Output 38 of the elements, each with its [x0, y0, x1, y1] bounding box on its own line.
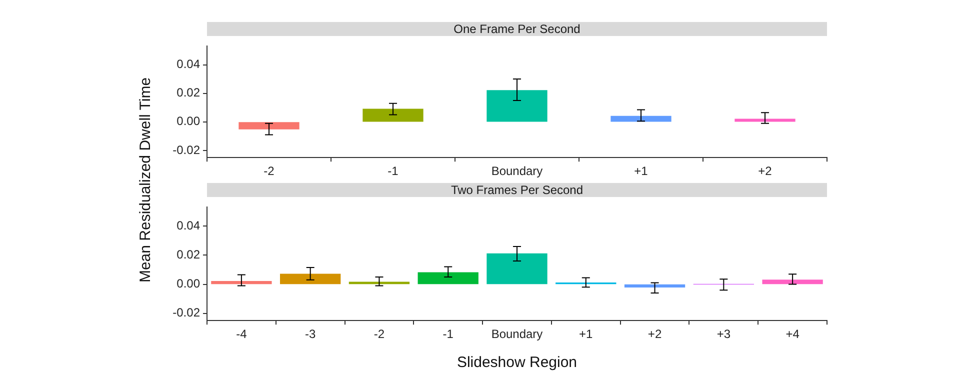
bar: [734, 118, 796, 122]
y-tick-label: 0.02: [176, 86, 200, 100]
x-tick-label: -2: [264, 164, 275, 178]
x-tick-label: +3: [716, 327, 731, 342]
y-tick-label: 0.02: [176, 247, 200, 262]
bar: [610, 116, 672, 122]
bar: [211, 281, 272, 284]
y-tick-label: -0.02: [172, 142, 200, 157]
x-tick-label: +2: [648, 327, 662, 342]
bar: [348, 282, 410, 284]
x-tick-label: -1: [388, 164, 399, 178]
y-tick-label: 0.04: [176, 218, 200, 232]
x-tick-label: +1: [634, 164, 648, 178]
y-tick-label: 0.04: [176, 57, 200, 72]
x-tick-label: Boundary: [491, 164, 543, 178]
bar: [238, 122, 300, 130]
bar: [762, 280, 823, 284]
bar: [624, 284, 686, 288]
chart-title: Two Frames Per Second: [207, 183, 827, 197]
bar: [418, 272, 478, 284]
x-tick-label: -2: [374, 327, 385, 342]
y-tick-label: 0.00: [176, 114, 200, 128]
bar: [280, 274, 341, 284]
x-tick-label: -3: [304, 327, 316, 342]
bar: [362, 108, 424, 122]
x-tick-label: -1: [442, 327, 454, 342]
x-axis-title: Slideshow Region: [456, 354, 578, 371]
y-tick-label: -0.02: [172, 306, 200, 320]
x-tick-label: +4: [786, 327, 800, 342]
x-tick-label: +1: [579, 327, 594, 342]
x-tick-label: Boundary: [491, 327, 543, 342]
bar: [486, 90, 548, 122]
x-tick-label: +2: [758, 164, 772, 178]
y-tick-label: 0.00: [176, 276, 200, 291]
bar: [486, 253, 548, 284]
x-tick-label: -4: [236, 327, 248, 342]
chart-title: One Frame Per Second: [207, 22, 827, 36]
y-axis-title: Mean Residualized Dwell Time: [137, 76, 155, 285]
